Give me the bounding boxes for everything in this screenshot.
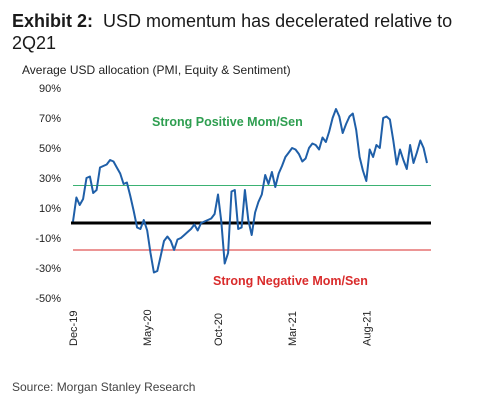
y-tick-label: -50%: [35, 293, 61, 305]
source-note: Source: Morgan Stanley Research: [12, 380, 196, 394]
series-line: [72, 108, 428, 274]
y-tick-label: 50%: [39, 143, 61, 155]
y-tick-label: 10%: [39, 203, 61, 215]
y-axis-label: Average USD allocation (PMI, Equity & Se…: [22, 63, 291, 77]
x-tick-label: May-20: [142, 309, 154, 346]
positive-annotation: Strong Positive Mom/Sen: [152, 115, 303, 129]
title-text: USD momentum has decelerated relative to…: [12, 11, 453, 53]
x-tick-label: Mar-21: [287, 311, 299, 346]
x-tick-label: Oct-20: [213, 313, 225, 346]
y-tick-label: 30%: [39, 173, 61, 185]
exhibit-label: Exhibit 2:: [12, 11, 94, 31]
y-tick-label: 90%: [39, 83, 61, 95]
x-tick-label: Dec-19: [68, 311, 80, 346]
y-tick-label: -30%: [35, 263, 61, 275]
negative-annotation: Strong Negative Mom/Sen: [213, 274, 368, 288]
y-tick-label: 70%: [39, 113, 61, 125]
x-tick-label: Aug-21: [361, 311, 373, 346]
y-tick-label: -10%: [35, 233, 61, 245]
chart-title: Exhibit 2: USD momentum has decelerated …: [12, 10, 480, 54]
